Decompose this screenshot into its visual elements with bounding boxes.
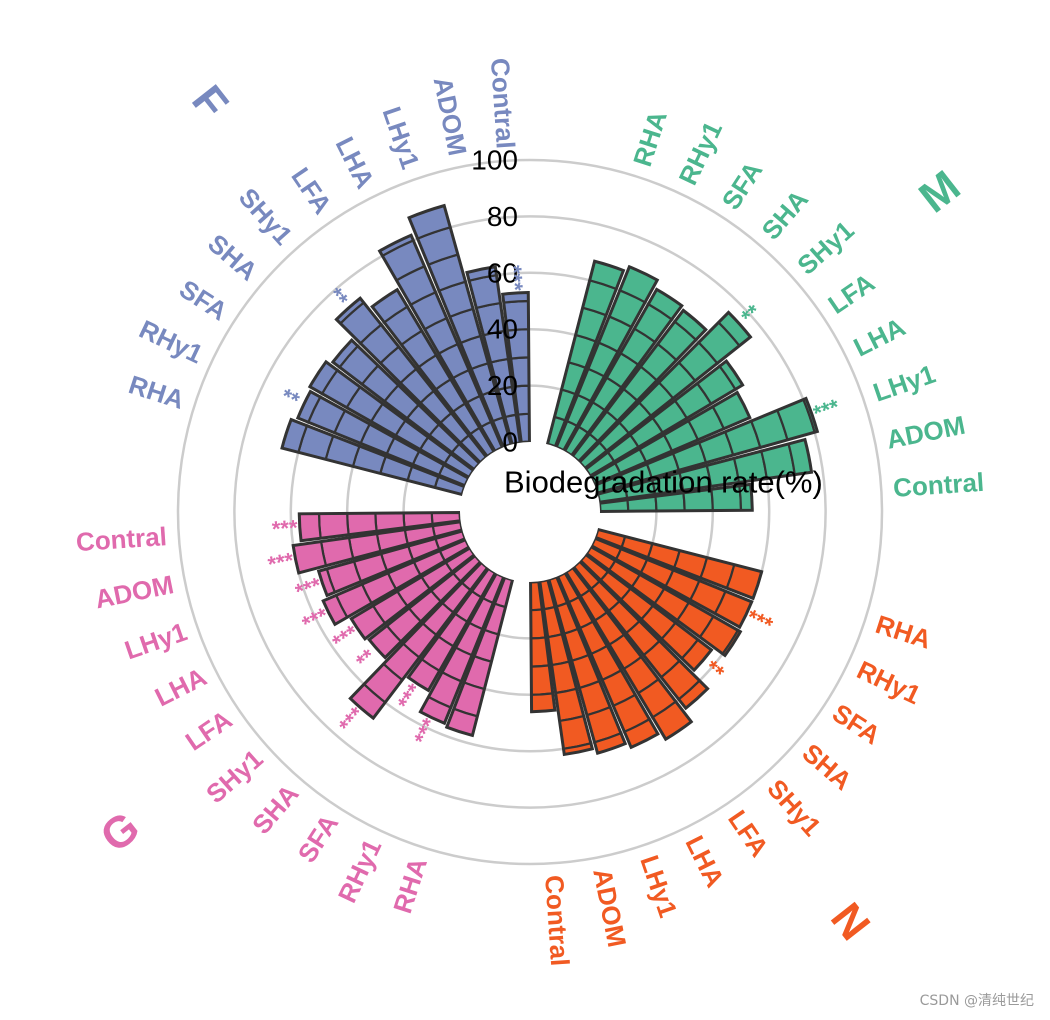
axis-label: Biodegradation rate(%): [504, 465, 823, 500]
rtick-label: 0: [502, 427, 518, 458]
series-F: [280, 203, 531, 497]
category-label: SHA: [202, 228, 263, 287]
significance-marker: **: [277, 383, 304, 413]
category-label: RHy1: [135, 314, 208, 370]
category-label: LHA: [849, 312, 910, 363]
bar-segment: [298, 512, 322, 542]
category-label: LHA: [680, 831, 731, 892]
category-label: LFA: [722, 805, 775, 863]
category-label: Contral: [539, 874, 575, 967]
category-label: SHy1: [761, 773, 827, 841]
category-label: RHA: [872, 609, 935, 655]
significance-marker: ***: [271, 515, 299, 542]
category-label: LHy1: [869, 359, 939, 408]
bar-series: [280, 203, 820, 757]
group-label-M: M: [910, 161, 969, 222]
significance-marker: ***: [266, 547, 297, 577]
category-label: LHA: [330, 132, 381, 193]
category-label: RHA: [627, 107, 673, 170]
category-label: Contral: [75, 521, 168, 557]
category-label: RHA: [387, 854, 433, 917]
category-label: RHy1: [852, 655, 925, 711]
category-label: SHy1: [200, 743, 268, 809]
rtick-label: 60: [487, 257, 518, 288]
category-label: LHA: [150, 661, 211, 712]
category-label: SHA: [755, 184, 814, 245]
rtick-label: 20: [487, 370, 518, 401]
rtick-label: 100: [471, 145, 518, 176]
category-label: LHy1: [377, 103, 426, 173]
category-label: LHy1: [121, 616, 191, 665]
category-label: RHy1: [673, 117, 729, 190]
category-label: SHA: [246, 778, 305, 839]
category-label: SFA: [174, 274, 233, 327]
category-label: SFA: [716, 156, 769, 215]
rtick-label: 40: [487, 314, 518, 345]
gridline-circle: [176, 158, 884, 866]
category-label: LFA: [180, 704, 238, 757]
significance-marker: ***: [501, 264, 528, 292]
category-label: LFA: [285, 162, 338, 220]
category-label: RHA: [125, 369, 188, 415]
category-label: LFA: [823, 267, 881, 320]
group-label-F: F: [182, 77, 237, 128]
group-label-G: G: [92, 802, 149, 862]
category-label: ADOM: [884, 410, 968, 455]
radial-tick-labels: 0 20 40 60 80 100: [471, 145, 518, 458]
category-label: SFA: [292, 809, 345, 868]
category-label: ADOM: [587, 866, 632, 950]
category-label: RHy1: [332, 834, 388, 907]
watermark: CSDN @清纯世纪: [919, 993, 1034, 1009]
category-label: SFA: [827, 698, 886, 751]
series-M: [545, 259, 820, 513]
category-label: LHy1: [634, 851, 683, 921]
gridline-circle: [233, 215, 827, 809]
bar-segment: [530, 692, 557, 713]
category-label: ADOM: [92, 569, 176, 614]
category-label: SHy1: [233, 182, 299, 250]
category-label: Contral: [892, 467, 985, 503]
category-label: SHA: [797, 737, 858, 796]
center-hole: [460, 442, 600, 582]
gridline-circle: [289, 271, 771, 753]
category-label: ADOM: [428, 74, 473, 158]
group-label-N: N: [821, 894, 879, 949]
rtick-label: 80: [487, 201, 518, 232]
category-label: SHy1: [791, 215, 859, 281]
category-label: Contral: [485, 57, 521, 150]
